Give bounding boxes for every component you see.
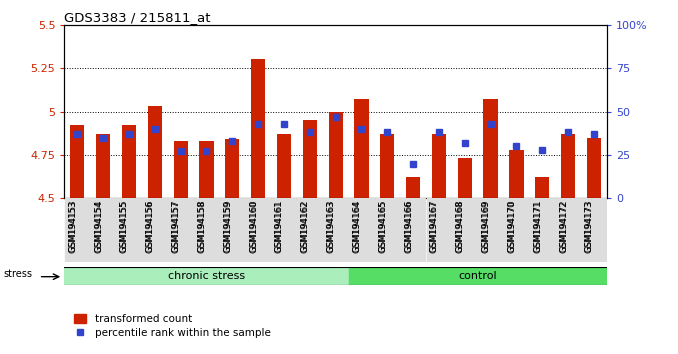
Text: GSM194153: GSM194153	[68, 200, 77, 253]
Bar	[277, 134, 291, 198]
Bar	[329, 112, 342, 198]
Text: GSM194169: GSM194169	[481, 200, 491, 252]
Bar	[71, 125, 85, 198]
Bar	[582, 198, 606, 262]
Text: GSM194164: GSM194164	[353, 200, 361, 253]
Bar	[194, 198, 219, 262]
Text: GSM194153: GSM194153	[68, 200, 77, 252]
Text: GSM194159: GSM194159	[223, 200, 233, 252]
Bar	[406, 177, 420, 198]
Bar	[556, 198, 580, 262]
Text: GSM194163: GSM194163	[327, 200, 336, 253]
Text: GSM194165: GSM194165	[378, 200, 387, 253]
Bar	[148, 106, 162, 198]
Text: GSM194154: GSM194154	[94, 200, 103, 252]
Text: GSM194171: GSM194171	[533, 200, 542, 252]
Text: GSM194160: GSM194160	[249, 200, 258, 253]
Text: GSM194168: GSM194168	[456, 200, 464, 252]
Bar	[251, 59, 265, 198]
Text: GSM194155: GSM194155	[120, 200, 129, 253]
Bar	[458, 158, 472, 198]
Text: chronic stress: chronic stress	[168, 271, 245, 281]
Bar	[355, 99, 369, 198]
Bar	[401, 198, 426, 262]
Bar	[220, 198, 245, 262]
Bar	[302, 120, 317, 198]
Bar	[225, 139, 239, 198]
Bar	[117, 198, 142, 262]
Text: GSM194155: GSM194155	[120, 200, 129, 252]
Text: GSM194164: GSM194164	[353, 200, 361, 252]
Bar	[168, 198, 193, 262]
Text: GSM194171: GSM194171	[533, 200, 542, 253]
Text: GSM194163: GSM194163	[327, 200, 336, 252]
Legend: transformed count, percentile rank within the sample: transformed count, percentile rank withi…	[70, 310, 275, 343]
Text: GSM194162: GSM194162	[301, 200, 310, 252]
Bar	[504, 198, 529, 262]
Bar	[452, 198, 477, 262]
Bar	[323, 198, 348, 262]
Text: GSM194156: GSM194156	[146, 200, 155, 253]
Text: GSM194173: GSM194173	[585, 200, 594, 253]
Bar	[535, 177, 549, 198]
Bar	[375, 198, 399, 262]
Text: GSM194166: GSM194166	[404, 200, 413, 253]
Bar	[199, 141, 214, 198]
Text: control: control	[458, 271, 497, 281]
Text: GSM194173: GSM194173	[585, 200, 594, 252]
Text: GSM194168: GSM194168	[456, 200, 464, 253]
Text: GSM194162: GSM194162	[301, 200, 310, 253]
Text: GSM194154: GSM194154	[94, 200, 103, 253]
Bar	[245, 198, 271, 262]
Text: GSM194161: GSM194161	[275, 200, 284, 252]
Bar	[272, 198, 296, 262]
Text: GSM194167: GSM194167	[430, 200, 439, 252]
Bar	[432, 134, 446, 198]
Text: GSM194159: GSM194159	[223, 200, 233, 253]
Bar	[478, 198, 503, 262]
Bar	[65, 198, 89, 262]
Text: GSM194157: GSM194157	[172, 200, 180, 253]
Text: GSM194169: GSM194169	[481, 200, 491, 253]
Text: GSM194172: GSM194172	[559, 200, 568, 252]
Bar	[91, 198, 115, 262]
Text: stress: stress	[3, 269, 33, 279]
Text: GSM194167: GSM194167	[430, 200, 439, 253]
Bar	[426, 198, 452, 262]
Text: GSM194158: GSM194158	[197, 200, 207, 252]
Bar	[561, 134, 575, 198]
Bar	[64, 267, 348, 285]
Bar	[348, 267, 607, 285]
Text: GSM194157: GSM194157	[172, 200, 180, 252]
Bar	[96, 134, 111, 198]
Bar	[380, 134, 395, 198]
Text: GDS3383 / 215811_at: GDS3383 / 215811_at	[64, 11, 211, 24]
Text: GSM194166: GSM194166	[404, 200, 413, 252]
Bar	[483, 99, 498, 198]
Text: GSM194156: GSM194156	[146, 200, 155, 252]
Bar	[122, 125, 136, 198]
Bar	[509, 150, 523, 198]
Text: GSM194170: GSM194170	[507, 200, 517, 252]
Bar	[142, 198, 167, 262]
Bar	[530, 198, 555, 262]
Bar	[298, 198, 322, 262]
Bar	[586, 138, 601, 198]
Text: GSM194170: GSM194170	[507, 200, 517, 253]
Text: GSM194161: GSM194161	[275, 200, 284, 253]
Text: GSM194160: GSM194160	[249, 200, 258, 252]
Text: GSM194172: GSM194172	[559, 200, 568, 253]
Text: GSM194165: GSM194165	[378, 200, 387, 252]
Text: GSM194158: GSM194158	[197, 200, 207, 253]
Bar	[349, 198, 374, 262]
Bar	[174, 141, 188, 198]
